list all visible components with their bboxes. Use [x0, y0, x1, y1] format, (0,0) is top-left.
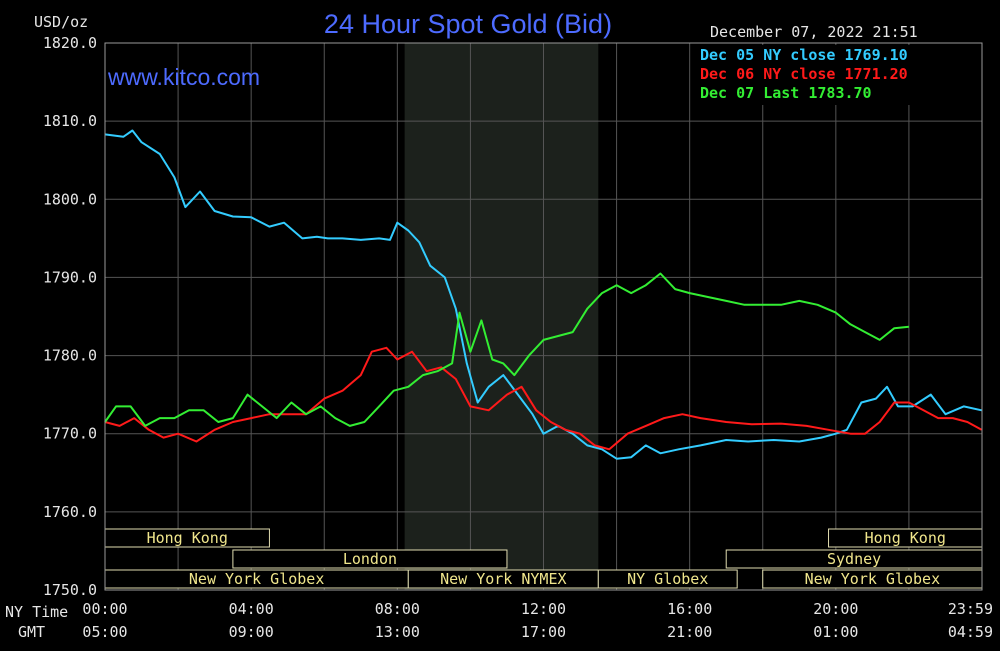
legend: Dec 05 NY close 1769.10 Dec 06 NY close …	[694, 45, 978, 105]
x-tick-label-gmt: 17:00	[521, 623, 566, 641]
x-tick-label-ny: 16:00	[667, 600, 712, 618]
session-label: New York NYMEX	[440, 570, 566, 588]
y-tick-label: 1790.0	[43, 268, 97, 286]
x-tick-label-ny: 20:00	[813, 600, 858, 618]
session-bar	[232, 549, 508, 569]
session-label: New York Globex	[189, 570, 324, 588]
series-line-2	[104, 272, 910, 427]
chart-title: 24 Hour Spot Gold (Bid)	[324, 9, 612, 39]
plot-frame	[104, 42, 983, 591]
y-tick-label: 1780.0	[43, 347, 97, 365]
session-label: Hong Kong	[865, 529, 946, 547]
y-tick-label: 1820.0	[43, 34, 97, 52]
session-bar	[597, 569, 738, 589]
x-tick-label-ny: 04:00	[229, 600, 274, 618]
session-bars: Hong Kong Hong Kong London Sydney New York G…	[104, 528, 983, 589]
session-label: Sydney	[827, 550, 881, 568]
x-tick-label-ny: 23:59	[948, 600, 993, 618]
ny-time-row-label: NY Time	[5, 603, 68, 621]
x-tick-label-gmt: 21:00	[667, 623, 712, 641]
watermark: www.kitco.com	[107, 64, 260, 90]
y-tick-label: 1810.0	[43, 112, 97, 130]
session-label: NY Globex	[627, 570, 708, 588]
series-line-1	[104, 346, 983, 451]
shaded-trading-region	[404, 43, 599, 590]
session-label: London	[343, 550, 397, 568]
x-tick-label-gmt: 05:00	[82, 623, 127, 641]
y-tick-label: 1760.0	[43, 503, 97, 521]
x-tick-label-ny: 12:00	[521, 600, 566, 618]
x-tick-label-ny: 00:00	[82, 600, 127, 618]
y-axis-ticks: 1820.0 1810.0 1800.0 1790.0 1780.0 1770.0 1760…	[43, 34, 97, 599]
legend-entry-dec05: Dec 05 NY close 1769.10	[700, 46, 908, 64]
y-tick-label: 1770.0	[43, 425, 97, 443]
legend-entry-dec07: Dec 07 Last 1783.70	[700, 84, 872, 102]
y-tick-label: 1750.0	[43, 581, 97, 599]
legend-entry-dec06: Dec 06 NY close 1771.20	[700, 65, 908, 83]
unit-label: USD/oz	[34, 13, 88, 31]
gmt-row-label: GMT	[18, 623, 45, 641]
x-tick-label-gmt: 13:00	[375, 623, 420, 641]
x-axis-ticks: 00:00 05:00 04:00 09:00 08:00 13:00 12:00 17:00…	[82, 600, 993, 641]
x-tick-label-gmt: 09:00	[229, 623, 274, 641]
x-tick-label-ny: 08:00	[375, 600, 420, 618]
x-tick-label-gmt: 04:59	[948, 623, 993, 641]
x-tick-label-gmt: 01:00	[813, 623, 858, 641]
series-layer	[104, 129, 983, 460]
session-label: New York Globex	[805, 570, 940, 588]
session-label: Hong Kong	[147, 529, 228, 547]
y-tick-label: 1800.0	[43, 190, 97, 208]
timestamp: December 07, 2022 21:51	[710, 23, 918, 41]
legend-background	[694, 45, 978, 105]
